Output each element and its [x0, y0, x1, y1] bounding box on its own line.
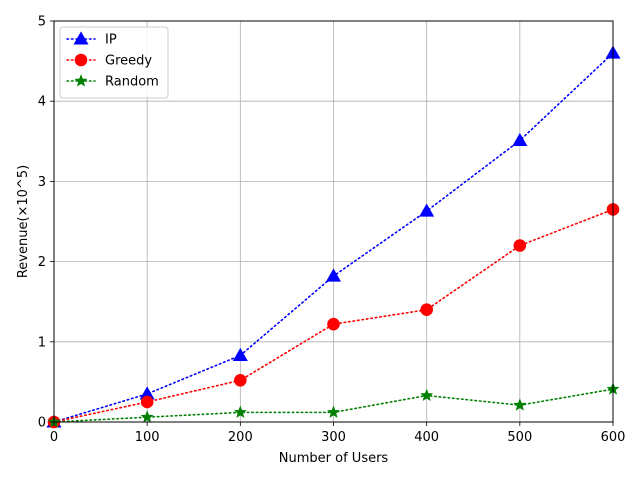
x-tick-label: 300 [321, 430, 346, 445]
x-tick-label: 600 [601, 430, 626, 445]
legend-label-random: Random [105, 75, 159, 90]
series-greedy-marker [140, 395, 154, 409]
series-random-marker [420, 388, 434, 402]
y-axis-label: Revenue(×10^5) [16, 165, 31, 278]
x-tick-label: 400 [414, 430, 439, 445]
series-ip-marker [512, 132, 528, 147]
legend-random-marker [74, 74, 88, 87]
y-tick-label: 2 [38, 255, 46, 270]
axis-ticks: 0 100 200 300 400 500 600 0 1 2 3 4 5 [38, 15, 626, 446]
legend-label-ip: IP [105, 33, 117, 48]
series-layer [46, 45, 621, 429]
series-ip-marker [232, 347, 248, 361]
series-greedy-marker [327, 317, 340, 331]
series-greedy-marker [420, 303, 433, 317]
legend-item-greedy: Greedy [66, 53, 152, 69]
series-random-marker [513, 398, 527, 411]
y-tick-label: 4 [38, 95, 46, 110]
legend: IP Greedy Random [59, 26, 169, 99]
x-tick-label: 500 [507, 430, 532, 445]
series-greedy [47, 203, 620, 429]
series-random-marker [140, 410, 154, 423]
x-tick-label: 0 [50, 430, 58, 445]
y-tick-label: 3 [38, 175, 46, 190]
x-axis-label: Number of Users [279, 451, 389, 466]
y-tick-label: 5 [38, 15, 46, 30]
series-random-marker [233, 405, 247, 418]
series-ip-marker [325, 268, 342, 282]
legend-label-greedy: Greedy [105, 54, 152, 69]
series-greedy-marker [234, 373, 247, 387]
legend-item-ip: IP [66, 31, 117, 48]
x-tick-label: 100 [135, 430, 160, 445]
series-ip-marker [419, 203, 435, 217]
y-tick-label: 0 [38, 416, 46, 431]
series-greedy-marker [513, 239, 527, 252]
legend-greedy-marker [74, 53, 88, 67]
series-random [47, 382, 620, 428]
legend-ip-marker [73, 31, 89, 45]
legend-box [59, 26, 169, 99]
series-random-marker [327, 405, 340, 418]
x-tick-label: 200 [228, 430, 253, 445]
legend-item-random: Random [66, 74, 159, 90]
y-tick-label: 1 [38, 335, 46, 350]
